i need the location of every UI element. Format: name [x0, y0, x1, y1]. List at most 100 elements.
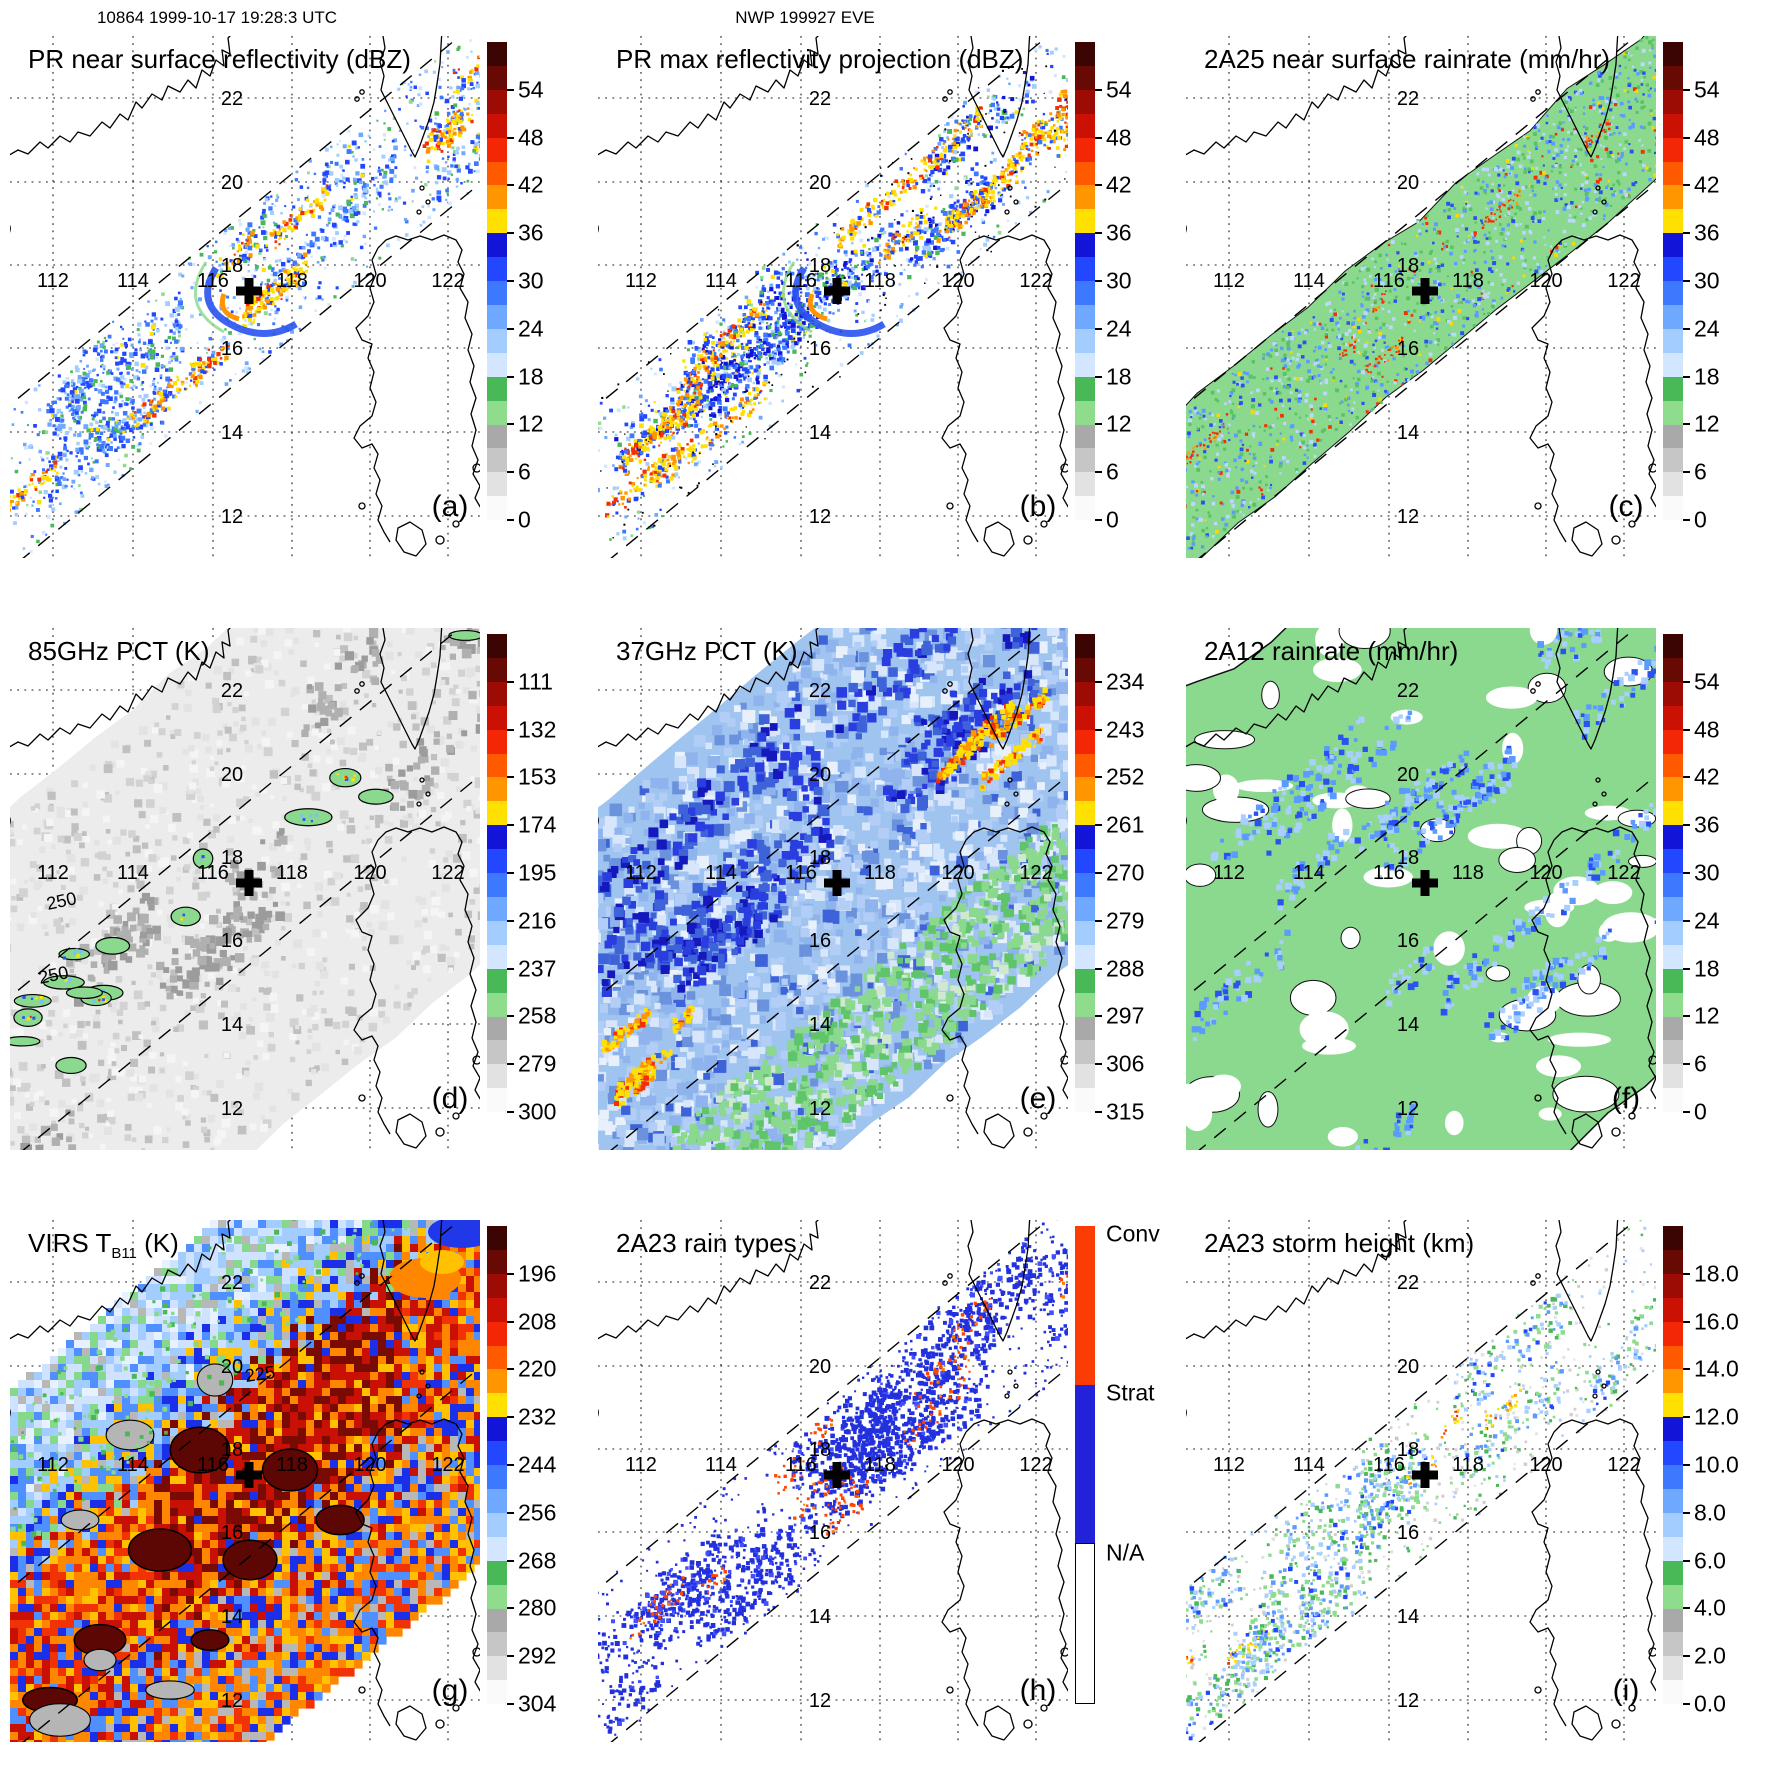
- colorbar-strip: [1663, 634, 1683, 1113]
- colorbar-tick-label: 279: [1106, 907, 1144, 934]
- colorbar-segment: [487, 1016, 507, 1041]
- colorbar-tick-label: 237: [518, 955, 556, 982]
- colorbar-tick: [1095, 728, 1102, 731]
- lon-label: 116: [1373, 270, 1405, 292]
- colorbar-segment: [1663, 1656, 1683, 1681]
- lon-label: 112: [37, 1454, 69, 1476]
- colorbar-segment: [487, 1632, 507, 1657]
- colorbar-segment: [1075, 1088, 1095, 1113]
- colorbar-segment: [487, 1512, 507, 1537]
- colorbar-segment: [1075, 137, 1095, 162]
- colorbar-segment: [1663, 352, 1683, 377]
- colorbar-segment: [1075, 944, 1095, 969]
- colorbar-tick: [507, 1559, 514, 1562]
- colorbar-segment: [487, 1656, 507, 1681]
- colorbar-segment: [487, 681, 507, 706]
- raintype-segment-strat: [1075, 1384, 1095, 1544]
- colorbar-tick-label: 6: [1694, 459, 1707, 486]
- colorbar-segment: [487, 1273, 507, 1298]
- lon-label: 114: [1293, 270, 1325, 292]
- colorbar-tick-label: 48: [1694, 124, 1720, 151]
- colorbar-tick-label: 268: [518, 1547, 556, 1574]
- colorbar-segment: [1075, 448, 1095, 473]
- colorbar-segment: [487, 992, 507, 1017]
- colorbar-segment: [1663, 1088, 1683, 1113]
- colorbar-tick: [1683, 1464, 1690, 1466]
- lon-label: 114: [1293, 862, 1325, 884]
- colorbar-segment: [1075, 89, 1095, 114]
- lat-label: 16: [221, 338, 243, 360]
- swath-data: [1186, 1220, 1656, 1741]
- colorbar-tick: [1683, 88, 1690, 91]
- colorbar-segment: [487, 1560, 507, 1585]
- colorbar-tick-label: 252: [1106, 764, 1144, 791]
- swath-data: [10, 39, 480, 554]
- colorbar-tick-label: 132: [518, 716, 556, 743]
- axis-labels: 112 114 116 118 120 122 22 20 18 16 14 12: [1213, 88, 1641, 528]
- colorbar-segment: [487, 944, 507, 969]
- colorbar-tick: [507, 1063, 514, 1066]
- lon-label: 120: [941, 270, 974, 292]
- pr-swath-edges: [1186, 1220, 1656, 1742]
- colorbar-tick: [1683, 1368, 1690, 1371]
- colorbar-tick-label: 153: [518, 764, 556, 791]
- colorbar-segment: [1663, 777, 1683, 802]
- colorbar-segment: [1663, 849, 1683, 874]
- swath-data: [598, 1220, 1068, 1736]
- raintype-segment-conv: [1075, 1226, 1095, 1385]
- colorbar-tick-label: 6.0: [1694, 1547, 1726, 1574]
- axis-labels: 112 114 116 118 120 122 22 20 18 16 14 12: [37, 680, 465, 1120]
- figure-header-1: NWP 199927 EVE: [570, 8, 1040, 28]
- colorbar-tick-label: 256: [518, 1499, 556, 1526]
- colorbar-tick: [507, 728, 514, 731]
- coastlines: [1186, 36, 1656, 557]
- lat-label: 14: [221, 422, 243, 444]
- colorbar-segment: [1663, 1536, 1683, 1561]
- colorbar-tick: [507, 1320, 514, 1323]
- colorbar-tick-label: 42: [1694, 172, 1720, 199]
- colorbar-tick: [507, 776, 514, 779]
- colorbar-tick: [1683, 1320, 1690, 1323]
- lon-label: 116: [785, 1454, 817, 1476]
- panel-e-map: 112 114 116 118 120 122 22 20 18 16 14 12 (e): [598, 628, 1068, 1150]
- colorbar-tick: [1095, 1015, 1102, 1018]
- colorbar-segment: [487, 257, 507, 282]
- raintype-label: N/A: [1106, 1539, 1144, 1566]
- colorbar-segment: [1075, 257, 1095, 282]
- colorbar-segment: [1663, 1064, 1683, 1089]
- colorbar-segment: [1663, 1560, 1683, 1585]
- colorbar-segment: [1663, 873, 1683, 897]
- lon-label: 114: [705, 270, 737, 292]
- colorbar-tick: [507, 1272, 514, 1275]
- colorbar-segment: [487, 920, 507, 945]
- colorbar-tick-label: 48: [1694, 716, 1720, 743]
- colorbar-tick-label: 292: [518, 1643, 556, 1670]
- storm-center-cross: [824, 278, 850, 304]
- colorbar-tick: [1683, 1511, 1690, 1514]
- colorbar-segment: [1075, 161, 1095, 186]
- panel-title-text: PR max reflectivity projection (dBZ): [616, 44, 1023, 74]
- panel-letter: (d): [432, 1082, 469, 1115]
- panel-letter: (a): [432, 490, 469, 523]
- colorbar-segment: [1663, 1488, 1683, 1513]
- colorbar-segment: [1663, 424, 1683, 449]
- colorbar-tick-label: 54: [518, 76, 544, 103]
- pr-swath-edges: [598, 36, 1068, 558]
- lat-label: 12: [221, 506, 243, 528]
- lat-label: 22: [809, 88, 831, 110]
- colorbar-tick-label: 232: [518, 1404, 556, 1431]
- colorbar-tick: [1095, 88, 1102, 91]
- colorbar-segment: [1075, 729, 1095, 754]
- axis-labels: 112 114 116 118 120 122 22 20 18 16 14 12: [37, 88, 465, 528]
- colorbar-segment: [487, 1064, 507, 1089]
- panel-letter: (e): [1020, 1082, 1057, 1115]
- panel-letter: (h): [1020, 1674, 1057, 1707]
- lat-label: 18: [221, 255, 243, 277]
- colorbar-tick-label: 18: [1106, 363, 1132, 390]
- colorbar-segment: [1075, 400, 1095, 425]
- raintype-segment-na: [1075, 1543, 1095, 1705]
- lon-label: 116: [785, 862, 817, 884]
- colorbar: Conv Strat N/A: [1075, 1221, 1170, 1705]
- colorbar-tick-label: 279: [518, 1051, 556, 1078]
- lon-label: 120: [1529, 270, 1562, 292]
